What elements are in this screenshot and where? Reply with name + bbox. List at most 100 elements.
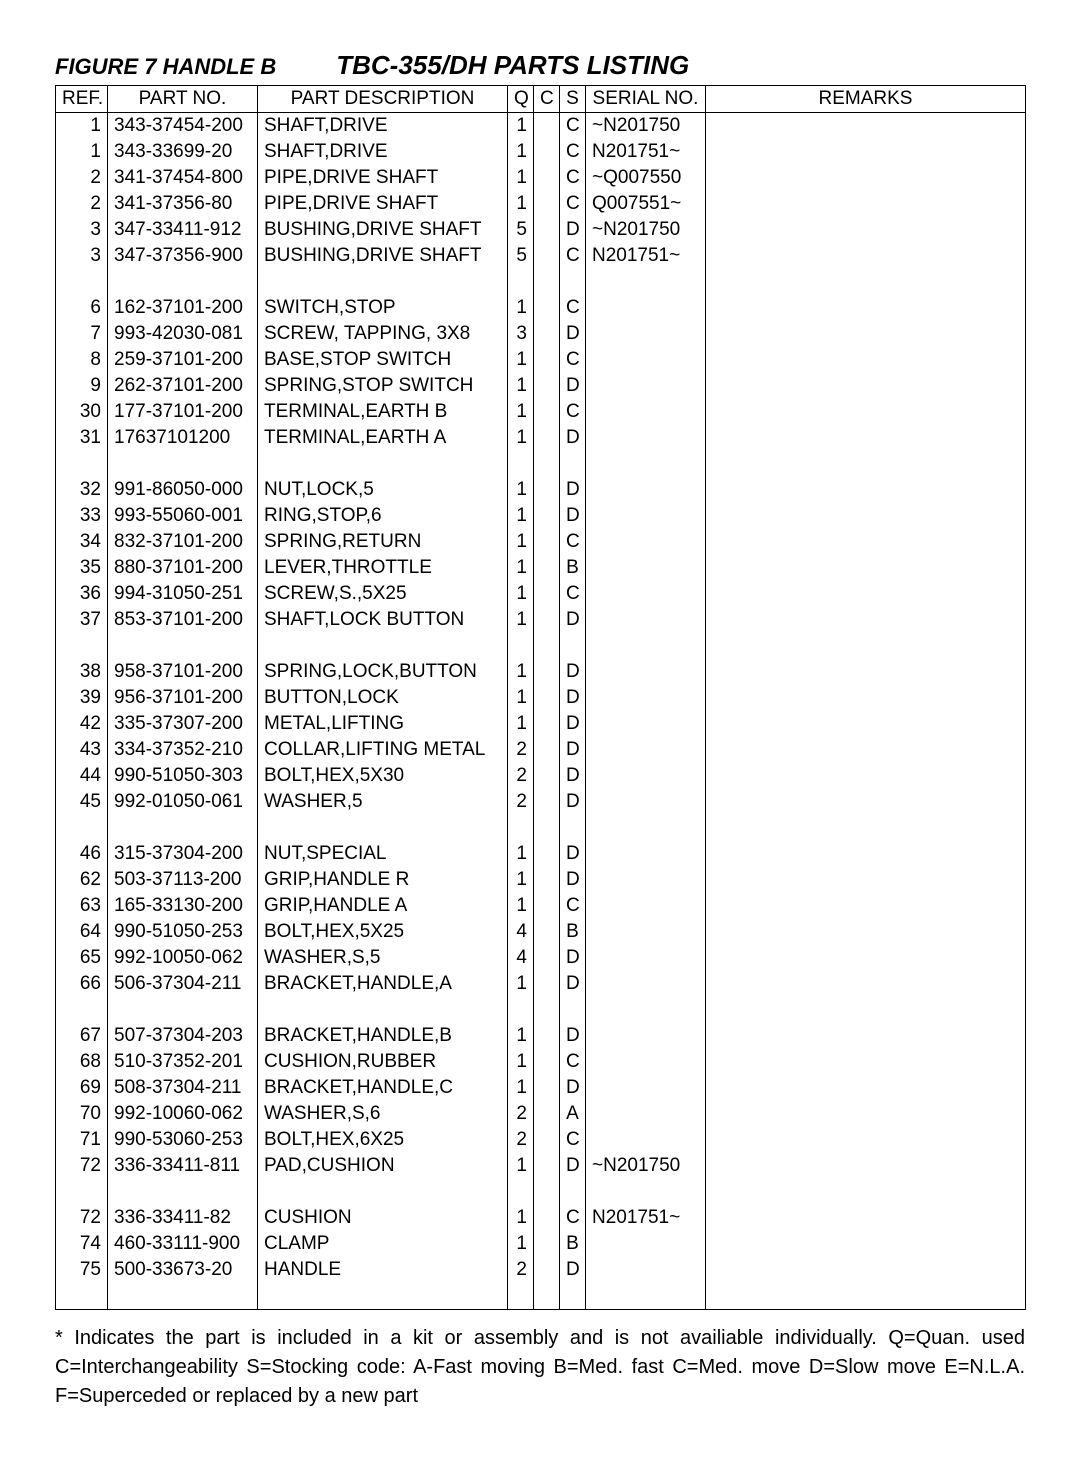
cell-partno: 343-37454-200 [108, 113, 258, 140]
cell-serial: ~Q007550 [586, 165, 706, 191]
cell-serial [586, 867, 706, 893]
cell-c [534, 789, 560, 815]
cell-c [534, 451, 560, 477]
cell-remarks [706, 1257, 1026, 1283]
cell-remarks [706, 867, 1026, 893]
cell-serial: ~N201750 [586, 1153, 706, 1179]
cell-q: 1 [508, 529, 534, 555]
table-row: 8259-37101-200BASE,STOP SWITCH1C [56, 347, 1026, 373]
cell-s: C [560, 165, 586, 191]
cell-s: D [560, 737, 586, 763]
cell-remarks [706, 789, 1026, 815]
cell-c [534, 633, 560, 659]
cell-c [534, 243, 560, 269]
cell-partno: 341-37356-80 [108, 191, 258, 217]
cell-s: D [560, 971, 586, 997]
cell-serial [586, 529, 706, 555]
cell-serial: ~N201750 [586, 113, 706, 140]
cell-q: 2 [508, 789, 534, 815]
cell-s: D [560, 373, 586, 399]
cell-desc: NUT,LOCK,5 [258, 477, 508, 503]
cell-q: 4 [508, 919, 534, 945]
cell-remarks [706, 321, 1026, 347]
cell-desc: BUSHING,DRIVE SHAFT [258, 243, 508, 269]
cell-q: 1 [508, 347, 534, 373]
cell-partno: 334-37352-210 [108, 737, 258, 763]
cell-desc: SCREW, TAPPING, 3X8 [258, 321, 508, 347]
cell-ref: 2 [56, 165, 108, 191]
table-row: 68510-37352-201CUSHION,RUBBER1C [56, 1049, 1026, 1075]
cell-desc: WASHER,5 [258, 789, 508, 815]
table-row: 72336-33411-82CUSHION1CN201751~ [56, 1205, 1026, 1231]
cell-partno [108, 1179, 258, 1205]
cell-partno: 990-51050-253 [108, 919, 258, 945]
cell-partno: 460-33111-900 [108, 1231, 258, 1257]
cell-c [534, 217, 560, 243]
cell-partno: 165-33130-200 [108, 893, 258, 919]
cell-s: D [560, 1153, 586, 1179]
cell-desc [258, 633, 508, 659]
cell-s: C [560, 1205, 586, 1231]
cell-partno: 500-33673-20 [108, 1257, 258, 1283]
cell-serial [586, 633, 706, 659]
cell-q: 1 [508, 1205, 534, 1231]
cell-q: 2 [508, 763, 534, 789]
cell-desc: SHAFT,DRIVE [258, 139, 508, 165]
cell-desc: TERMINAL,EARTH B [258, 399, 508, 425]
cell-remarks [706, 711, 1026, 737]
cell-serial: N201751~ [586, 243, 706, 269]
cell-serial [586, 321, 706, 347]
table-row: 1343-37454-200SHAFT,DRIVE1C~N201750 [56, 113, 1026, 140]
cell-ref: 1 [56, 139, 108, 165]
cell-ref: 72 [56, 1153, 108, 1179]
cell-partno [108, 1283, 258, 1309]
cell-s: D [560, 321, 586, 347]
cell-ref: 66 [56, 971, 108, 997]
col-header-desc: PART DESCRIPTION [258, 86, 508, 113]
cell-desc: LEVER,THROTTLE [258, 555, 508, 581]
cell-partno: 336-33411-811 [108, 1153, 258, 1179]
cell-partno: 343-33699-20 [108, 139, 258, 165]
cell-c [534, 919, 560, 945]
table-row: 64990-51050-253BOLT,HEX,5X254B [56, 919, 1026, 945]
cell-desc: SHAFT,LOCK BUTTON [258, 607, 508, 633]
cell-s: C [560, 243, 586, 269]
cell-partno: 506-37304-211 [108, 971, 258, 997]
cell-s: D [560, 945, 586, 971]
cell-serial [586, 1231, 706, 1257]
cell-desc: BUSHING,DRIVE SHAFT [258, 217, 508, 243]
cell-partno [108, 997, 258, 1023]
cell-ref: 9 [56, 373, 108, 399]
cell-q: 1 [508, 1075, 534, 1101]
cell-desc: GRIP,HANDLE R [258, 867, 508, 893]
cell-s: C [560, 191, 586, 217]
table-row [56, 815, 1026, 841]
cell-desc [258, 451, 508, 477]
table-row: 9262-37101-200SPRING,STOP SWITCH1D [56, 373, 1026, 399]
cell-desc: CUSHION [258, 1205, 508, 1231]
cell-remarks [706, 893, 1026, 919]
cell-ref: 34 [56, 529, 108, 555]
cell-serial [586, 971, 706, 997]
cell-ref: 33 [56, 503, 108, 529]
table-row: 70992-10060-062WASHER,S,62A [56, 1101, 1026, 1127]
cell-q: 1 [508, 659, 534, 685]
cell-partno: 17637101200 [108, 425, 258, 451]
cell-c [534, 997, 560, 1023]
cell-remarks [706, 165, 1026, 191]
cell-ref [56, 269, 108, 295]
cell-remarks [706, 841, 1026, 867]
table-row [56, 451, 1026, 477]
table-row: 67507-37304-203BRACKET,HANDLE,B1D [56, 1023, 1026, 1049]
cell-ref: 31 [56, 425, 108, 451]
cell-serial [586, 711, 706, 737]
cell-q: 1 [508, 1023, 534, 1049]
cell-s: D [560, 477, 586, 503]
cell-serial [586, 997, 706, 1023]
cell-s: D [560, 763, 586, 789]
cell-c [534, 373, 560, 399]
cell-c [534, 607, 560, 633]
cell-ref: 7 [56, 321, 108, 347]
cell-ref [56, 1283, 108, 1309]
cell-remarks [706, 555, 1026, 581]
